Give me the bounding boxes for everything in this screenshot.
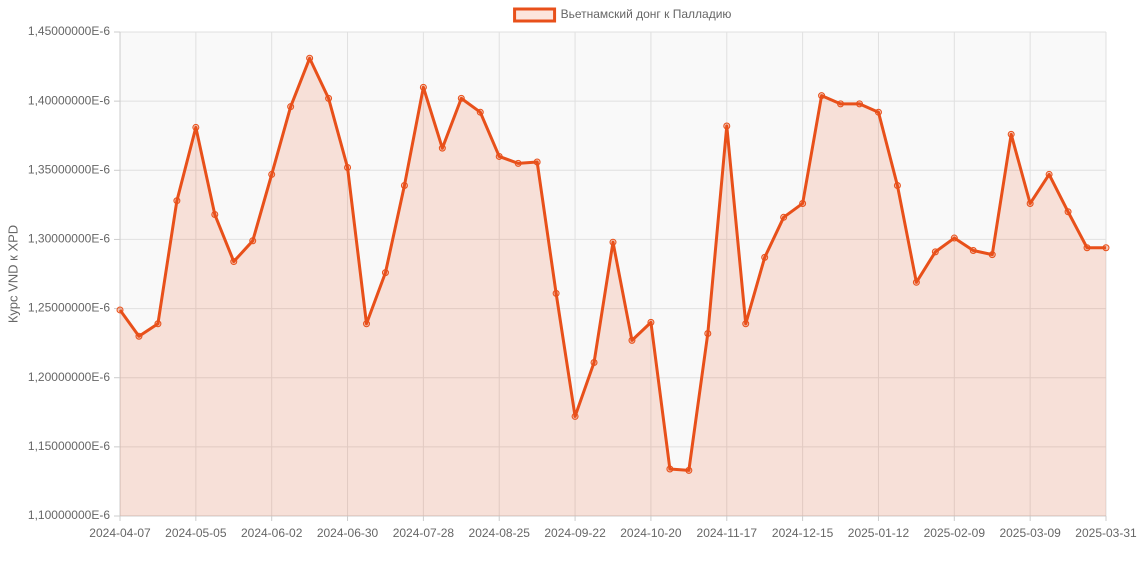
point — [116, 306, 124, 314]
point — [571, 412, 579, 420]
point — [780, 213, 788, 221]
x-tick-label: 2024-11-17 — [697, 526, 758, 540]
y-tick-label: 1,25000000E-6 — [28, 301, 110, 315]
point — [969, 246, 977, 254]
y-tick-label: 1,30000000E-6 — [28, 232, 110, 246]
point — [514, 159, 522, 167]
point — [476, 108, 484, 116]
x-tick-label: 2024-10-20 — [620, 526, 682, 540]
plot-area — [120, 32, 1106, 516]
point — [742, 320, 750, 328]
y-tick-label: 1,15000000E-6 — [28, 439, 110, 453]
y-tick-label: 1,45000000E-6 — [28, 24, 110, 38]
point — [438, 144, 446, 152]
point — [799, 199, 807, 207]
point — [856, 100, 863, 108]
point — [268, 170, 276, 178]
point — [1083, 244, 1091, 252]
point — [988, 251, 996, 259]
y-tick-label: 1,35000000E-6 — [28, 162, 110, 176]
point — [363, 320, 370, 328]
point — [1045, 170, 1053, 178]
point — [1064, 208, 1072, 216]
point — [230, 258, 238, 266]
legend-label: Вьетнамский донг к Палладию — [561, 7, 732, 21]
point — [495, 152, 503, 160]
point — [192, 123, 200, 131]
point — [666, 465, 674, 473]
point — [400, 181, 408, 189]
point — [818, 92, 826, 100]
y-tick-label: 1,10000000E-6 — [28, 508, 110, 522]
x-tick-label: 2024-06-02 — [241, 526, 303, 540]
point — [647, 318, 655, 326]
legend-item: Вьетнамский донг к Палладию — [513, 7, 732, 23]
point — [381, 269, 389, 277]
point — [950, 234, 958, 242]
point — [761, 253, 769, 261]
point — [1102, 244, 1110, 252]
point — [154, 320, 162, 328]
point — [173, 197, 181, 205]
point — [135, 332, 143, 340]
line — [118, 56, 1106, 472]
x-tick-label: 2024-09-22 — [544, 526, 606, 540]
point — [893, 181, 901, 189]
legend-swatch — [513, 7, 557, 23]
point — [1007, 130, 1015, 138]
x-tick-label: 2025-03-31 — [1075, 526, 1137, 540]
x-tick-label: 2024-04-07 — [89, 526, 151, 540]
point — [211, 211, 219, 219]
x-tick-label: 2025-01-12 — [848, 526, 910, 540]
point — [249, 237, 257, 245]
x-tick-label: 2024-05-05 — [165, 526, 227, 540]
point — [723, 122, 731, 130]
point — [552, 289, 560, 297]
point — [533, 158, 541, 166]
x-tick-label: 2024-08-25 — [469, 526, 531, 540]
point — [419, 83, 427, 91]
x-tick-label: 2025-03-09 — [999, 526, 1061, 540]
x-tick-label: 2024-06-30 — [317, 526, 379, 540]
point — [609, 238, 617, 246]
point — [457, 94, 465, 102]
x-tick-label: 2025-02-09 — [924, 526, 986, 540]
y-tick-label: 1,40000000E-6 — [28, 93, 110, 107]
x-tick-label: 2024-07-28 — [393, 526, 455, 540]
y-tick-label: 1,20000000E-6 — [28, 370, 110, 384]
point — [874, 108, 882, 116]
point — [325, 94, 333, 102]
area — [120, 58, 1106, 517]
x-tick-label: 2024-12-15 — [772, 526, 834, 540]
point — [704, 329, 712, 337]
point — [628, 336, 636, 344]
point — [306, 54, 314, 62]
point — [1026, 199, 1034, 207]
point — [685, 466, 693, 474]
point — [931, 248, 939, 256]
point — [287, 103, 295, 111]
point — [590, 359, 598, 367]
y-axis-title: Курс VND к XPD — [5, 225, 20, 323]
point — [912, 278, 920, 286]
point — [837, 100, 845, 108]
point — [344, 164, 352, 172]
